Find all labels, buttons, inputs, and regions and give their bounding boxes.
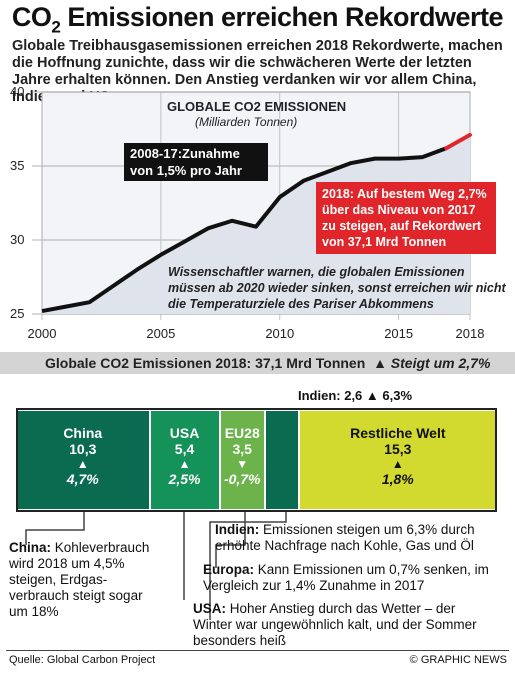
segment-change: -0,7% <box>223 471 261 487</box>
y-tick-label: 35 <box>10 158 24 173</box>
bar-segment-restliche-welt: Restliche Welt 15,3 ▲ 1,8% <box>298 410 497 510</box>
footer-divider <box>6 650 509 651</box>
series-projection-line <box>444 132 472 151</box>
segment-change: 2,5% <box>168 471 201 487</box>
segment-change: 4,7% <box>66 471 99 487</box>
bar-segment-indien <box>264 410 299 510</box>
y-tick-label: 25 <box>10 306 24 321</box>
up-arrow-icon: ▲ <box>178 457 191 471</box>
x-tick-label: 2000 <box>28 326 57 341</box>
segment-name: China <box>63 425 103 441</box>
series-line <box>41 146 447 314</box>
y-tick-label: 40 <box>10 84 24 99</box>
segment-value: 5,4 <box>174 441 195 457</box>
copyright: © GRAPHIC NEWS <box>409 654 507 666</box>
bar-segment-china: China 10,3 ▲ 4,7% <box>16 410 150 510</box>
india-note: Indien: Emissionen steigen um 6,3% durch… <box>215 522 475 553</box>
usa-note: USA: Hoher Anstieg durch das Wetter – de… <box>193 601 477 648</box>
bar-segment-eu28: EU28 3,5 ▼ -0,7% <box>219 410 265 510</box>
up-arrow-icon: ▲ <box>76 457 89 471</box>
x-tick-label: 2018 <box>456 326 485 341</box>
europe-note: Europa: Kann Emissionen um 0,7% senken, … <box>203 562 489 593</box>
bar-section-title: Globale CO2 Emissionen 2018: 37,1 Mrd To… <box>45 355 491 371</box>
source-credit: Quelle: Global Carbon Project <box>9 654 156 666</box>
page-title: CO2 Emissionen erreichen Rekordwerte <box>11 2 504 37</box>
x-axis: 2000 2005 2010 2015 2018 <box>28 326 485 341</box>
trend-annotation: 2008-17:Zunahme von 1,5% pro Jahr <box>124 143 268 181</box>
segment-name: EU28 <box>224 425 260 441</box>
warning-annotation: Wissenschaftler warnen, die globalen Emi… <box>168 265 506 311</box>
china-note: China: Kohleverbrauch wird 2018 um 4,5% … <box>9 540 150 619</box>
segment-name: Restliche Welt <box>350 425 446 441</box>
india-bar-label: Indien: 2,6 ▲ 6,3% <box>298 388 413 403</box>
bar-segment-usa: USA 5,4 ▲ 2,5% <box>149 410 220 510</box>
chart-area-fill <box>42 134 470 314</box>
forecast-annotation: 2018: Auf bestem Weg 2,7% über das Nivea… <box>316 182 496 254</box>
x-tick-label: 2015 <box>384 326 413 341</box>
segment-change: 1,8% <box>381 471 414 487</box>
chart-unit: (Milliarden Tonnen) <box>195 115 297 129</box>
up-arrow-icon: ▲ <box>391 457 404 471</box>
emissions-line-chart: 25 30 35 40 2000 2005 2010 2015 2018 GLOBALE CO… <box>10 84 506 341</box>
segment-name: USA <box>169 425 200 441</box>
bar-section-band <box>0 352 515 374</box>
chart-title: GLOBALE CO2 EMISSIONEN <box>167 99 346 114</box>
x-tick-label: 2010 <box>265 326 294 341</box>
segment-value: 15,3 <box>384 441 412 457</box>
y-axis: 25 30 35 40 <box>10 84 24 321</box>
x-tick-label: 2005 <box>146 326 175 341</box>
segment-value: 3,5 <box>232 441 252 457</box>
segment-value: 10,3 <box>69 441 97 457</box>
down-arrow-icon: ▼ <box>236 457 249 471</box>
y-tick-label: 30 <box>10 232 24 247</box>
